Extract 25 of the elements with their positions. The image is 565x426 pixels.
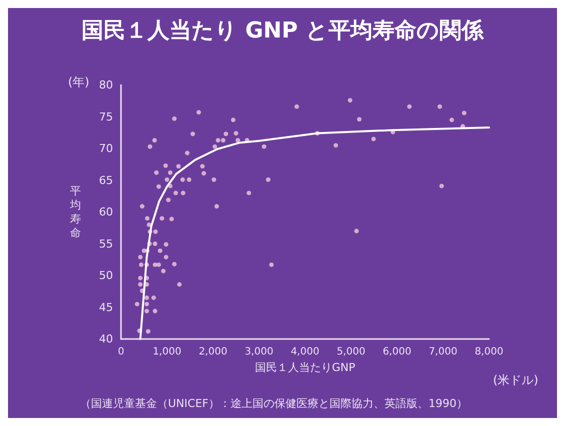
y-tick-label: 45 [99,300,113,314]
y-tick-label: 55 [99,237,113,250]
x-tick-label: 8,000 [474,346,504,358]
x-tick-label: 5,000 [336,346,366,358]
text: (米ドル) [493,373,538,387]
y-axis-title: 平均寿命 [69,184,81,240]
x-tick-label: 6,000 [382,346,412,358]
y-tick-label: 70 [99,142,113,155]
x-tick-label: 1,000 [152,346,182,358]
y-tick-label: 65 [99,174,113,187]
x-tick-label: 7,000 [428,346,458,358]
y-tick-label: 40 [99,332,113,346]
x-tick-label: 0 [118,346,124,358]
line-series [139,126,490,340]
y-tick-label: 60 [99,206,113,218]
text: （国連児童基金（UNICEF）：途上国の保健医療と国際協力、英語版、1990） [80,397,468,410]
x-tick-label: 4,000 [290,346,320,358]
y-tick-label: 50 [99,269,113,282]
x-tick-label: 3,000 [244,346,274,358]
text: (年) [68,75,90,89]
y-tick-label: 75 [99,110,113,124]
chart-title: 国民１人当たり GNP と平均寿命の関係 [82,18,484,44]
x-axis-title: 国民１人当たりGNP [254,360,356,374]
x-tick-label: 2,000 [198,346,228,358]
y-tick-label: 80 [99,78,113,92]
